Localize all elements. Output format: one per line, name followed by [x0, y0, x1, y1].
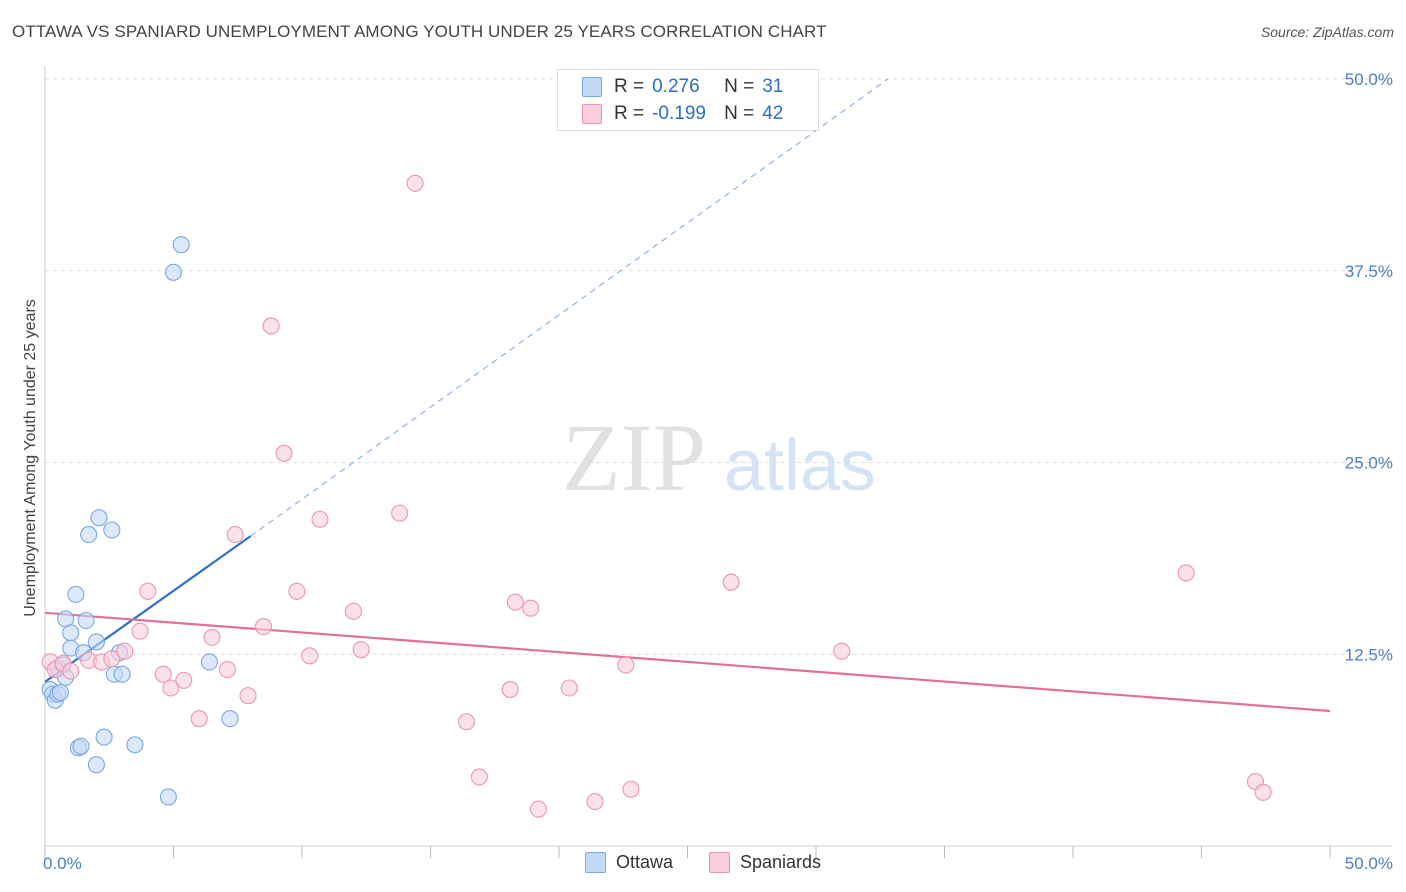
point-spaniards: [116, 642, 134, 660]
watermark-zip: ZIP: [562, 404, 706, 511]
point-ottawa: [172, 236, 190, 254]
point-spaniards: [522, 599, 540, 617]
legend-n-label: N =: [724, 76, 755, 97]
y-tick-label: 12.5%: [1345, 645, 1393, 664]
trend-lines: [44, 78, 1331, 713]
legend-r-value-ottawa: 0.276: [652, 76, 700, 97]
chart-title: OTTAWA VS SPANIARD UNEMPLOYMENT AMONG YO…: [12, 22, 827, 41]
legend-swatch-spaniards: [708, 852, 730, 873]
point-spaniards: [406, 174, 424, 192]
watermark-atlas: atlas: [724, 426, 876, 506]
y-tick-label: 25.0%: [1345, 454, 1393, 473]
point-spaniards: [501, 680, 519, 699]
point-spaniards: [506, 593, 524, 611]
point-spaniards: [833, 642, 851, 660]
y-tick-label: 37.5%: [1345, 262, 1393, 281]
legend-r-label: R =: [614, 76, 645, 97]
legend-n-label: N =: [724, 103, 755, 124]
series-legend-ottawa[interactable]: Ottawa: [584, 852, 673, 873]
point-ottawa: [126, 736, 144, 754]
point-spaniards: [457, 713, 476, 731]
point-spaniards: [1177, 564, 1195, 582]
point-spaniards: [391, 504, 409, 522]
trend-line-ottawa: [44, 535, 252, 683]
legend-row-spaniards: R = -0.199 N = 42: [582, 102, 783, 126]
series-legend-spaniards[interactable]: Spaniards: [708, 852, 822, 873]
point-spaniards: [622, 780, 640, 798]
point-ottawa: [95, 728, 113, 746]
legend: R = 0.276 N = 31 R = -0.199 N = 42: [557, 69, 819, 131]
point-ottawa: [200, 653, 219, 671]
point-ottawa: [113, 665, 131, 683]
point-ottawa: [159, 788, 177, 806]
trend-line-spaniards: [44, 611, 1331, 713]
point-spaniards: [103, 650, 121, 668]
point-ottawa: [62, 624, 80, 642]
series-legend-label-ottawa: Ottawa: [615, 852, 673, 872]
legend-r-label: R =: [614, 103, 645, 124]
point-ottawa: [90, 509, 108, 527]
legend-swatch-spaniards: [582, 104, 602, 124]
x-tick-label: 50.0%: [1345, 854, 1393, 873]
point-ottawa: [72, 737, 90, 755]
axes: [44, 66, 1392, 858]
point-spaniards: [62, 662, 80, 680]
tick-labels: 12.5% 25.0% 37.5% 50.0% 0.0% 50.0%: [43, 70, 1393, 873]
point-spaniards: [154, 665, 172, 683]
point-spaniards: [239, 687, 257, 705]
point-ottawa: [103, 521, 121, 539]
legend-r-value-spaniards: -0.199: [652, 103, 706, 124]
legend-n-value-ottawa: 31: [762, 76, 784, 97]
point-spaniards: [722, 573, 740, 591]
point-spaniards: [139, 582, 157, 600]
series-legend: Ottawa Spaniards: [0, 852, 1406, 873]
point-ottawa: [77, 611, 95, 630]
legend-swatch-ottawa: [584, 852, 606, 873]
point-ottawa: [51, 684, 69, 702]
point-spaniards: [218, 661, 237, 679]
point-spaniards: [560, 679, 578, 697]
point-spaniards: [203, 628, 221, 646]
y-tick-label: 50.0%: [1345, 70, 1393, 89]
point-spaniards: [162, 679, 180, 697]
points: [41, 174, 1272, 818]
source-label: Source: ZipAtlas.com: [1260, 24, 1394, 40]
point-spaniards: [301, 647, 319, 665]
y-axis-label: Unemployment Among Youth under 25 years: [22, 299, 39, 617]
point-ottawa: [87, 756, 105, 774]
point-spaniards: [254, 618, 273, 636]
point-spaniards: [175, 671, 193, 689]
point-spaniards: [586, 792, 604, 811]
point-spaniards: [344, 602, 362, 620]
point-ottawa: [80, 526, 98, 544]
point-spaniards: [275, 444, 293, 462]
point-spaniards: [262, 317, 280, 335]
point-spaniards: [1254, 783, 1272, 801]
trend-line-ottawa-extension: [250, 78, 889, 537]
point-spaniards: [131, 622, 149, 640]
legend-swatch-ottawa: [582, 77, 602, 97]
point-spaniards: [617, 656, 635, 674]
point-spaniards: [190, 710, 208, 728]
point-spaniards: [352, 641, 370, 659]
point-spaniards: [288, 582, 306, 600]
x-tick-label: 0.0%: [43, 854, 82, 873]
point-spaniards: [226, 526, 244, 544]
point-ottawa: [164, 263, 183, 281]
point-ottawa: [67, 585, 85, 603]
grid: [45, 78, 1392, 655]
legend-row-ottawa: R = 0.276 N = 31: [582, 75, 783, 99]
point-ottawa: [87, 633, 105, 651]
legend-n-value-spaniards: 42: [762, 103, 784, 124]
point-spaniards: [311, 510, 329, 528]
series-legend-label-spaniards: Spaniards: [739, 852, 822, 872]
point-spaniards: [529, 800, 547, 818]
point-spaniards: [470, 768, 488, 786]
point-ottawa: [221, 710, 239, 728]
